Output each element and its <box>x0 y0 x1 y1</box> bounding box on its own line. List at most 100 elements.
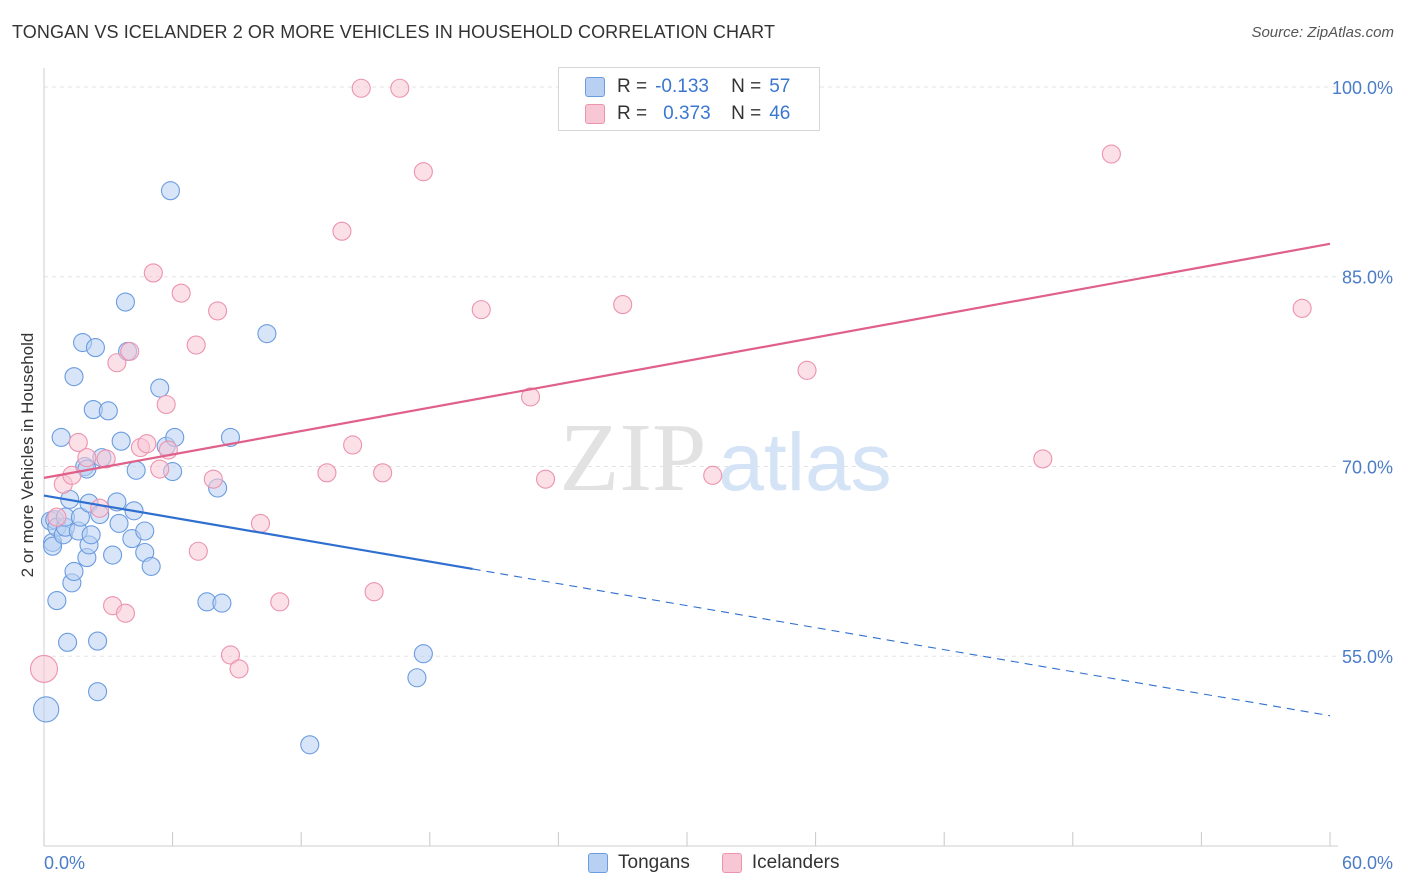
tongan-point <box>32 696 60 723</box>
r-label: R = <box>617 103 648 124</box>
legend-row-tongans: R = -0.133 N = 57 <box>585 76 790 98</box>
tongans-label: Tongans <box>618 852 690 873</box>
watermark-zip: ZIP <box>560 404 707 512</box>
watermark: ZIP atlas <box>560 404 892 512</box>
icelander-point <box>471 300 491 320</box>
tongan-point <box>413 644 433 664</box>
icelander-point <box>208 301 228 321</box>
tongan-point <box>85 338 105 358</box>
icelander-point <box>220 645 241 665</box>
n-label: N = <box>731 76 762 97</box>
tongans-swatch <box>588 853 608 873</box>
icelanders-trend-line <box>43 242 1331 479</box>
icelander-point <box>107 353 127 373</box>
icelander-point <box>120 341 140 361</box>
data-points <box>29 78 1312 755</box>
icelander-point <box>156 394 176 415</box>
icelander-point <box>317 463 337 483</box>
icelander-point <box>351 78 371 98</box>
y-tick-label: 55.0% <box>1342 647 1393 667</box>
icelander-point <box>373 463 393 483</box>
tongan-point <box>115 292 135 312</box>
icelander-point <box>797 360 817 380</box>
tongan-point <box>257 324 277 344</box>
gridlines <box>44 86 1338 657</box>
tongan-point <box>81 525 101 545</box>
icelander-point <box>29 654 59 683</box>
y-tick-label: 70.0% <box>1342 457 1393 477</box>
y-tick-labels: 55.0% 70.0% 85.0% 100.0% <box>1332 78 1393 667</box>
tongans-trend-extension <box>472 568 1331 717</box>
icelander-point <box>703 465 723 485</box>
icelander-point <box>115 603 135 623</box>
icelander-point <box>171 283 191 303</box>
legend-row-icelanders: R = 0.373 N = 46 <box>585 103 790 125</box>
n-label: N = <box>731 103 762 124</box>
icelander-point <box>1101 144 1121 164</box>
icelander-point <box>96 449 116 469</box>
icelander-point <box>413 162 433 182</box>
icelanders-swatch <box>721 853 742 873</box>
icelander-point <box>62 465 82 485</box>
icelander-point <box>1033 449 1053 469</box>
tongan-point <box>47 591 67 611</box>
tongan-point <box>109 513 129 533</box>
tongan-point <box>64 367 84 387</box>
icelander-point <box>47 507 67 527</box>
tongans-n-value: 57 <box>769 76 791 97</box>
icelander-point <box>520 387 541 407</box>
r-label: R = <box>617 76 648 97</box>
icelander-point <box>250 513 271 533</box>
icelander-point <box>90 498 110 518</box>
icelanders-r-value: 0.373 <box>663 103 711 124</box>
tongan-point <box>407 668 427 688</box>
icelander-point <box>1292 298 1312 318</box>
tongan-point <box>212 593 232 613</box>
icelander-point <box>137 434 157 454</box>
icelander-point <box>270 592 290 612</box>
tongans-trend-line <box>43 494 473 571</box>
icelander-point <box>390 78 410 98</box>
icelander-point <box>186 335 206 355</box>
tongan-point <box>126 460 146 480</box>
icelanders-label: Icelanders <box>751 852 840 873</box>
icelander-point <box>143 263 163 283</box>
icelander-point <box>203 469 223 489</box>
tongan-point <box>70 507 90 527</box>
tongan-point <box>88 682 108 702</box>
tongans-swatch <box>585 77 605 97</box>
y-tick-label: 100.0% <box>1332 78 1393 98</box>
trend-lines <box>43 242 1331 717</box>
tongan-point <box>103 545 123 565</box>
icelander-point <box>613 295 633 315</box>
source-label: Source: ZipAtlas.com <box>1251 24 1394 41</box>
tongan-point <box>64 561 84 582</box>
y-tick-label: 85.0% <box>1342 268 1393 288</box>
tongan-point <box>160 181 181 201</box>
legend-item-icelanders[interactable]: Icelanders <box>721 852 840 874</box>
icelander-point <box>535 469 556 489</box>
correlation-legend: R = -0.133 N = 57 R = 0.373 N = 46 <box>558 67 820 131</box>
legend-item-tongans[interactable]: Tongans <box>588 852 690 874</box>
tongan-point <box>51 427 71 447</box>
icelander-point <box>150 459 170 479</box>
tongan-point <box>88 631 108 651</box>
icelander-point <box>68 432 88 453</box>
icelander-point <box>364 582 384 602</box>
tongan-point <box>220 427 241 447</box>
icelander-point <box>77 448 97 468</box>
watermark-atlas: atlas <box>718 417 891 508</box>
icelanders-swatch <box>585 104 605 124</box>
tongan-point <box>150 378 170 398</box>
icelander-point <box>229 659 249 679</box>
tongan-point <box>58 632 78 652</box>
icelander-point <box>188 541 208 561</box>
tongan-point <box>135 521 155 541</box>
tongan-point <box>98 401 118 421</box>
x-tick-label-max: 60.0% <box>1342 853 1393 873</box>
tongan-point <box>111 431 131 451</box>
icelander-point <box>343 435 363 455</box>
tongan-point <box>300 735 320 755</box>
icelander-point <box>332 221 352 241</box>
